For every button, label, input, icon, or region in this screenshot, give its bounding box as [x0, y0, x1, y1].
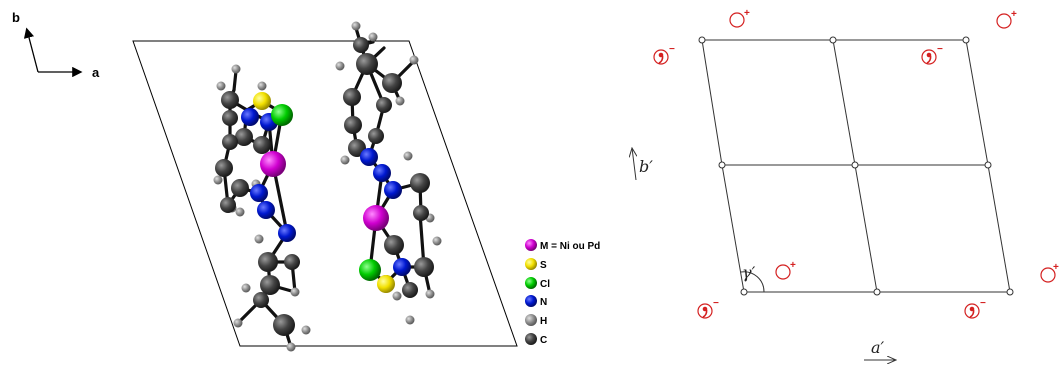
minus-symbol: − — [697, 298, 719, 319]
lattice-nodes — [698, 36, 1014, 296]
minus-symbol: − — [921, 44, 943, 65]
legend-label-metal: M = Ni ou Pd — [540, 241, 600, 252]
svg-text:−: − — [980, 298, 986, 309]
a-prime-label: a′ — [871, 338, 885, 357]
svg-text:−: − — [669, 44, 675, 55]
chlorine-atom-right — [359, 259, 381, 281]
legend-swatch-nitrogen — [525, 295, 537, 307]
legend-label-carbon: C — [540, 335, 547, 346]
metal-atom-left — [260, 151, 286, 177]
plus-symbol: + — [729, 8, 750, 28]
svg-text:+: + — [744, 8, 750, 19]
b-prime-arrow — [632, 148, 636, 181]
symmetry-minus-symbols: − − − − — [653, 44, 986, 319]
axis-a-label: a — [92, 65, 100, 80]
legend-label-chlorine: Cl — [540, 279, 550, 290]
plus-symbol: + — [775, 260, 796, 280]
minus-symbol: − — [964, 298, 986, 319]
legend-label-sulfur: S — [540, 260, 547, 271]
gamma-label: γ′ — [742, 263, 756, 282]
svg-text:−: − — [713, 298, 719, 309]
legend-swatch-chlorine — [525, 277, 537, 289]
sulfur-atom-left — [253, 92, 271, 110]
cell-grid — [701, 39, 1011, 293]
svg-text:+: + — [1053, 262, 1059, 273]
gamma-angle-arc — [740, 271, 765, 293]
legend-label-hydrogen: H — [540, 316, 547, 327]
svg-text:−: − — [937, 44, 943, 55]
svg-text:+: + — [1011, 9, 1017, 20]
legend-swatch-metal — [525, 239, 537, 251]
atom-legend: M = Ni ou Pd S Cl N H C — [525, 239, 600, 346]
plus-symbol: + — [996, 9, 1017, 29]
b-prime-label: b′ — [639, 157, 653, 176]
axis-b-label: b — [12, 10, 20, 25]
axis-indicator: b a — [12, 10, 100, 80]
chlorine-atom-left — [271, 104, 293, 126]
metal-atom-right — [363, 205, 389, 231]
unit-cell-outline — [132, 40, 518, 347]
minus-symbol: − — [653, 44, 675, 65]
legend-swatch-sulfur — [525, 258, 537, 270]
legend-swatch-carbon — [525, 333, 537, 345]
legend-label-nitrogen: N — [540, 297, 547, 308]
svg-text:+: + — [790, 260, 796, 271]
legend-swatch-hydrogen — [525, 314, 537, 326]
symmetry-plus-symbols: + + + + — [729, 8, 1059, 283]
carbon-atoms — [215, 37, 434, 336]
sulfur-atom-right — [377, 275, 395, 293]
plus-symbol: + — [1040, 262, 1059, 283]
